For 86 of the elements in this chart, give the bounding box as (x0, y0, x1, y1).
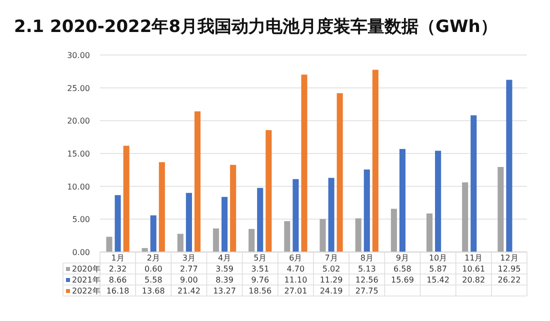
data-label: 15.42 (426, 276, 450, 284)
bar (364, 170, 370, 252)
bar (230, 164, 236, 252)
legend-label: 2021年 (72, 276, 100, 284)
x-tick-label: 3月 (182, 254, 196, 262)
bar (372, 70, 378, 252)
bar (462, 182, 468, 252)
x-tick-label: 4月 (218, 254, 232, 262)
legend-label: 2020年 (72, 264, 100, 274)
bar (506, 80, 512, 252)
data-label: 5.13 (358, 264, 376, 274)
data-label: 5.58 (144, 276, 162, 284)
data-label: 8.39 (216, 276, 234, 284)
data-label: 13.68 (142, 286, 165, 296)
data-label: 13.27 (213, 286, 236, 296)
data-label: 11.29 (320, 276, 343, 284)
bar (399, 148, 406, 252)
bar (328, 178, 334, 252)
data-label: 11.10 (284, 276, 308, 284)
bar (355, 218, 362, 252)
data-label: 27.01 (284, 286, 308, 296)
bar (292, 179, 299, 252)
y-tick-label: 20.00 (67, 116, 90, 126)
data-label: 3.51 (251, 264, 270, 274)
bar (336, 93, 343, 252)
data-label: 10.61 (462, 264, 486, 274)
bar (114, 195, 121, 252)
data-label: 12.95 (498, 264, 521, 274)
bar (284, 221, 290, 252)
x-tick-label: 9月 (396, 254, 410, 262)
bar (301, 74, 308, 252)
data-label: 24.19 (320, 286, 343, 296)
x-tick-label: 7月 (324, 254, 338, 262)
data-label: 5.02 (322, 264, 340, 274)
bar (194, 111, 201, 252)
y-tick-label: 15.00 (67, 150, 90, 158)
y-tick-label: 0.00 (72, 248, 90, 257)
bar (426, 213, 433, 252)
bar (320, 219, 326, 252)
bar (248, 228, 255, 252)
legend-label: 2022年 (72, 286, 100, 296)
data-label: 8.66 (108, 276, 127, 284)
bar (390, 208, 397, 252)
x-tick-label: 8月 (360, 254, 374, 262)
bar (470, 115, 477, 252)
data-label: 2.32 (108, 264, 127, 274)
bar (106, 236, 112, 252)
data-label: 9.00 (180, 276, 198, 284)
bar (266, 130, 272, 252)
data-label: 20.82 (462, 276, 486, 284)
bar (257, 188, 264, 252)
bar (186, 192, 192, 252)
bar (123, 146, 130, 252)
data-label: 18.56 (248, 286, 272, 296)
data-label: 3.59 (216, 264, 234, 274)
x-tick-label: 11月 (464, 254, 483, 262)
bar (212, 228, 220, 252)
bar (158, 162, 165, 252)
bar (177, 234, 184, 252)
y-tick-label: 30.00 (67, 51, 90, 60)
data-label: 6.58 (394, 264, 412, 274)
x-tick-label: 5月 (254, 254, 267, 262)
data-label: 4.70 (286, 264, 305, 274)
data-label: 21.42 (178, 286, 200, 296)
bar (435, 150, 442, 252)
data-label: 15.69 (391, 276, 414, 284)
bar (498, 166, 504, 252)
x-tick-label: 2月 (146, 254, 160, 262)
x-tick-label: 6月 (289, 254, 302, 262)
data-label: 16.18 (106, 286, 130, 296)
data-label: 27.75 (355, 286, 378, 296)
chart-title: 2.1 2020-2022年8月我国动力电池月度装车量数据（GWh） (14, 17, 498, 37)
x-tick-label: 10月 (428, 254, 448, 262)
bar (222, 196, 228, 252)
data-label: 26.22 (498, 276, 521, 284)
data-label: 2.77 (180, 264, 198, 274)
x-tick-label: 1月 (111, 254, 124, 262)
y-tick-label: 10.00 (67, 182, 90, 192)
data-label: 0.60 (144, 264, 162, 274)
x-tick-label: 12月 (500, 254, 518, 262)
data-label: 5.87 (429, 264, 447, 274)
bar (150, 215, 156, 252)
data-label: 12.56 (355, 276, 378, 284)
y-tick-label: 5.00 (72, 215, 90, 224)
data-label: 9.76 (251, 276, 270, 284)
y-tick-label: 25.00 (67, 84, 90, 93)
